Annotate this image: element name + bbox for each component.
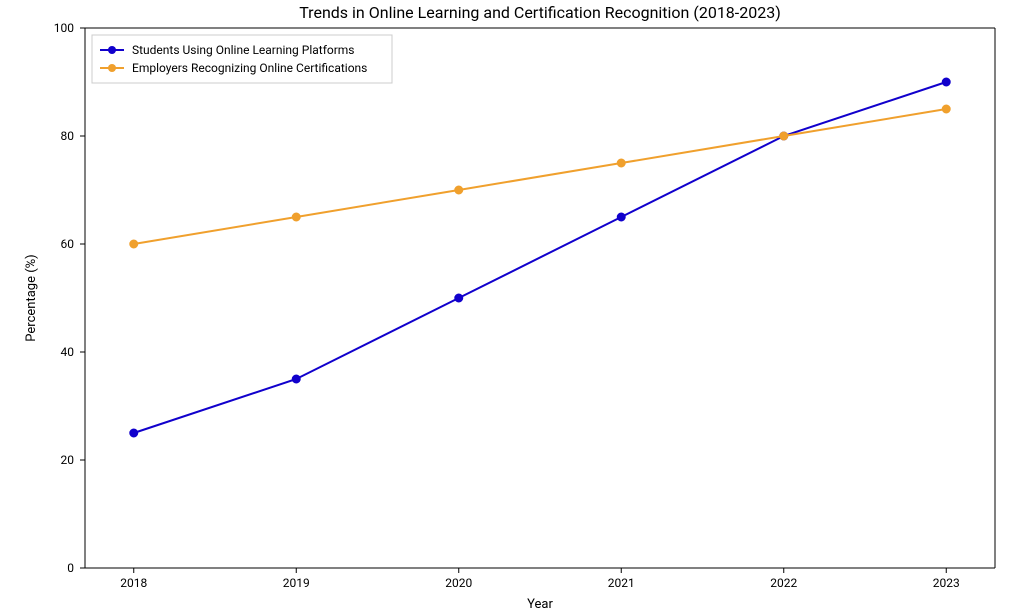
x-tick-label: 2018 — [120, 576, 147, 590]
y-tick-label: 40 — [61, 345, 75, 359]
y-tick-label: 0 — [67, 561, 74, 575]
series-marker — [617, 159, 625, 167]
x-tick-label: 2022 — [770, 576, 797, 590]
series-line — [134, 82, 947, 433]
y-tick-label: 60 — [61, 237, 75, 251]
series-marker — [942, 105, 950, 113]
series-marker — [455, 186, 463, 194]
series-marker — [292, 375, 300, 383]
x-tick-label: 2020 — [445, 576, 472, 590]
y-tick-label: 80 — [61, 129, 75, 143]
y-tick-label: 100 — [54, 21, 74, 35]
x-tick-label: 2019 — [283, 576, 310, 590]
series-marker — [942, 78, 950, 86]
series-marker — [130, 240, 138, 248]
series-marker — [617, 213, 625, 221]
y-axis-label: Percentage (%) — [24, 254, 39, 341]
series-marker — [455, 294, 463, 302]
y-tick-label: 20 — [61, 453, 75, 467]
legend-label: Employers Recognizing Online Certificati… — [132, 61, 367, 75]
series-marker — [292, 213, 300, 221]
chart-container: Trends in Online Learning and Certificat… — [0, 0, 1024, 611]
legend-marker-sample — [108, 46, 116, 54]
legend-label: Students Using Online Learning Platforms — [132, 43, 355, 57]
chart-title: Trends in Online Learning and Certificat… — [299, 3, 781, 22]
line-chart: Trends in Online Learning and Certificat… — [0, 0, 1024, 611]
series-marker — [130, 429, 138, 437]
x-tick-label: 2021 — [608, 576, 635, 590]
x-tick-label: 2023 — [933, 576, 960, 590]
x-axis-label: Year — [527, 597, 553, 611]
series-line — [134, 109, 947, 244]
series-marker — [780, 132, 788, 140]
legend-marker-sample — [108, 64, 116, 72]
